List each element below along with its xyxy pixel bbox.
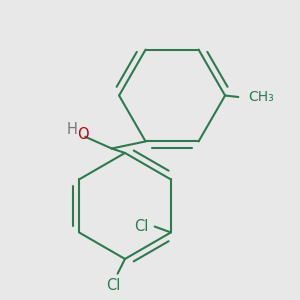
Text: O: O [77, 127, 89, 142]
Text: CH₃: CH₃ [249, 90, 274, 104]
Text: Cl: Cl [134, 219, 148, 234]
Text: H: H [67, 122, 77, 137]
Text: Cl: Cl [106, 278, 120, 293]
